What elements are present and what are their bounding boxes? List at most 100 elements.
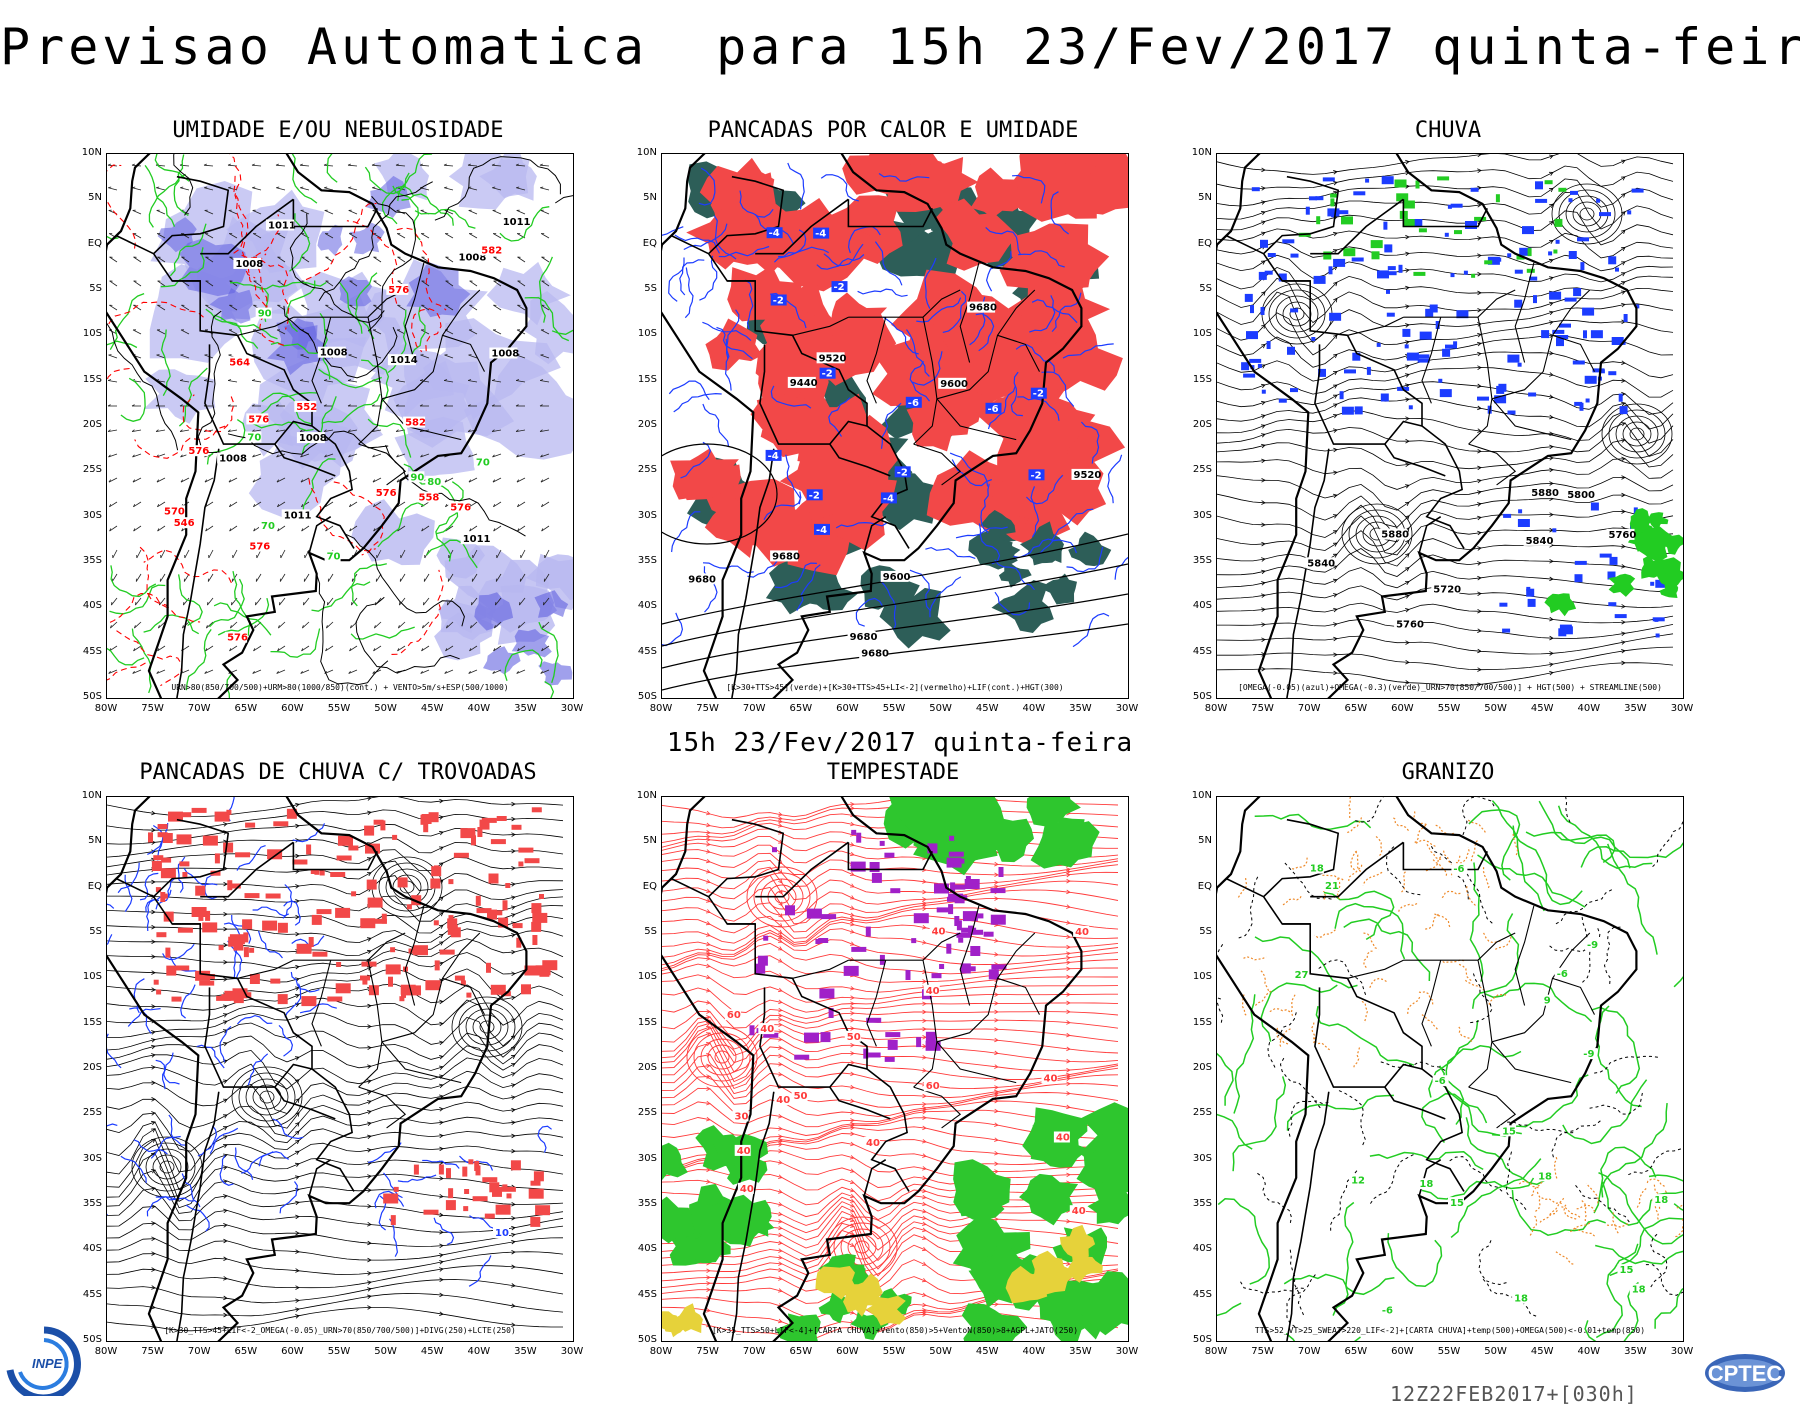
contour-label: 40	[1075, 927, 1089, 938]
y-tick-label: 5S	[621, 926, 657, 937]
contour-label: 27	[1295, 970, 1309, 981]
contour-label: 546	[174, 518, 195, 529]
y-tick-label: 15S	[621, 1017, 657, 1028]
contour-label: 70	[476, 457, 490, 468]
x-tick-label: 40W	[1014, 1346, 1054, 1357]
x-tick-label: 70W	[179, 1346, 219, 1357]
contour-label: 5720	[1433, 585, 1461, 596]
contour-label: 9600	[940, 379, 968, 390]
contour-label: 60	[727, 1010, 741, 1021]
x-tick-label: 30W	[1107, 1346, 1147, 1357]
x-tick-label: 65W	[226, 1346, 266, 1357]
y-tick-label: 15S	[66, 1017, 102, 1028]
y-tick-label: 35S	[1176, 1198, 1212, 1209]
contour-label: 9600	[883, 572, 911, 583]
contour-label: -4	[815, 229, 826, 240]
x-tick-label: 60W	[827, 1346, 867, 1357]
panel-title: GRANIZO	[1188, 760, 1708, 785]
y-tick-label: 10S	[66, 971, 102, 982]
x-tick-label: 35W	[1060, 703, 1100, 714]
x-tick-label: 45W	[967, 1346, 1007, 1357]
panel-title: PANCADAS DE CHUVA C/ TROVOADAS	[78, 760, 598, 785]
contour-label: 9680	[772, 551, 800, 562]
contour-label: -4	[816, 525, 827, 536]
y-tick-label: EQ	[621, 881, 657, 892]
y-tick-label: 35S	[621, 1198, 657, 1209]
contour-label: -6	[1557, 969, 1568, 980]
y-tick-label: 50S	[621, 1334, 657, 1345]
panel-legend: [OMEGA(-0.05)(azul)+OMEGA(-0.3)(verde)_U…	[1217, 683, 1683, 692]
y-tick-label: EQ	[66, 238, 102, 249]
y-tick-label: 10S	[66, 328, 102, 339]
y-tick-label: 50S	[1176, 691, 1212, 702]
map-canvas: 1011100810081011100810081014101110081011…	[107, 154, 573, 698]
contour-label: 5880	[1381, 530, 1409, 541]
y-tick-label: 10N	[66, 147, 102, 158]
panel-legend: TTS>52_VT>25_SWEAT>220_LIF<-2]+[CARTA CH…	[1217, 1326, 1683, 1335]
contour-label: 18	[1419, 1179, 1433, 1190]
y-tick-label: 25S	[66, 1107, 102, 1118]
contour-label: 10	[495, 1228, 509, 1239]
contour-label: 60	[926, 1081, 940, 1092]
x-tick-label: 35W	[505, 1346, 545, 1357]
y-tick-label: 10N	[1176, 790, 1212, 801]
contour-label: 9520	[819, 353, 847, 364]
contour-label: -2	[1031, 470, 1042, 481]
contour-label: 12	[1351, 1176, 1365, 1187]
contour-label: 576	[227, 633, 248, 644]
contour-label: 90	[258, 309, 272, 320]
x-tick-label: 65W	[781, 703, 821, 714]
y-tick-label: 5N	[1176, 835, 1212, 846]
x-tick-label: 45W	[412, 1346, 452, 1357]
contour-label: 9520	[1074, 470, 1102, 481]
contour-label: 40	[1072, 1206, 1086, 1217]
x-tick-label: 75W	[1243, 703, 1283, 714]
contour-label: 570	[164, 506, 185, 517]
x-tick-label: 50W	[366, 1346, 406, 1357]
contour-label: 1008	[235, 259, 263, 270]
contour-label: -6	[1453, 864, 1464, 875]
contour-label: 1008	[299, 433, 327, 444]
contour-label: -9	[1587, 940, 1598, 951]
y-tick-label: 10S	[1176, 971, 1212, 982]
x-tick-label: 55W	[319, 703, 359, 714]
y-tick-label: 45S	[66, 1289, 102, 1300]
x-tick-label: 70W	[734, 1346, 774, 1357]
y-tick-label: 50S	[621, 691, 657, 702]
contour-label: -9	[1583, 1049, 1594, 1060]
contour-label: 1008	[320, 348, 348, 359]
y-tick-label: 5S	[621, 283, 657, 294]
y-tick-label: 30S	[1176, 1153, 1212, 1164]
contour-label: 50	[847, 1032, 861, 1043]
y-tick-label: 25S	[1176, 1107, 1212, 1118]
y-tick-label: 20S	[621, 1062, 657, 1073]
y-tick-label: 20S	[621, 419, 657, 430]
map-canvas: 10	[107, 797, 573, 1341]
x-tick-label: 35W	[1060, 1346, 1100, 1357]
x-tick-label: 40W	[1569, 1346, 1609, 1357]
contour-label: 9680	[861, 649, 889, 660]
contour-label: 5800	[1567, 490, 1595, 501]
panel-legend: [K>35_TTS>50+LIF<-4]+[CARTA CHUVA]+Vento…	[662, 1326, 1128, 1335]
y-tick-label: 25S	[621, 464, 657, 475]
x-tick-label: 40W	[459, 1346, 499, 1357]
x-tick-label: 70W	[179, 703, 219, 714]
y-tick-label: EQ	[1176, 238, 1212, 249]
contour-label: 9680	[969, 303, 997, 314]
main-title: Previsao Automatica para 15h 23/Fev/2017…	[0, 18, 1800, 76]
inpe-logo-text: INPE	[32, 1356, 63, 1371]
x-tick-label: 35W	[1615, 703, 1655, 714]
y-tick-label: 50S	[66, 691, 102, 702]
temp500-contours	[1217, 801, 1683, 1341]
x-tick-label: 50W	[366, 703, 406, 714]
contour-label: 576	[376, 488, 397, 499]
panel-legend: [K>30_TTS>45+LIF<-2_OMEGA(-0.05)_URN>70(…	[107, 1326, 573, 1335]
contour-label: 552	[296, 402, 317, 413]
contour-label: 5840	[1307, 558, 1335, 569]
